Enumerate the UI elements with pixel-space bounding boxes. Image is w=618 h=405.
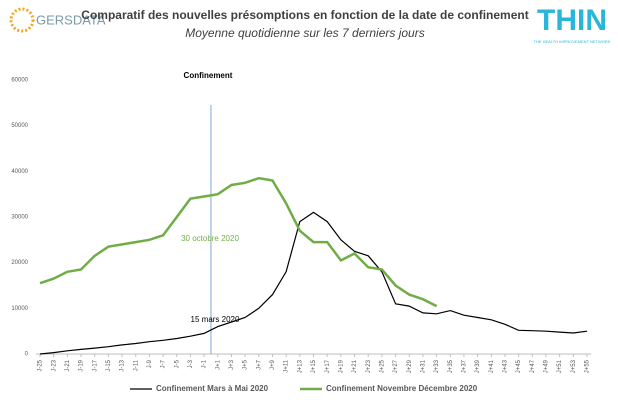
x-tick-label: J+15 xyxy=(311,359,317,373)
x-tick-label: J+21 xyxy=(352,359,358,373)
x-tick-label: J+49 xyxy=(544,359,550,373)
x-tick-label: J+55 xyxy=(585,359,591,373)
x-tick-label: J-9 xyxy=(147,359,153,368)
y-tick-label: 30000 xyxy=(11,215,28,221)
x-tick-label: J+37 xyxy=(462,359,468,373)
y-tick-label: 60000 xyxy=(11,78,28,84)
x-tick-label: J+41 xyxy=(489,359,495,373)
annotation: 15 mars 2020 xyxy=(191,315,240,324)
series-line xyxy=(39,176,438,308)
x-tick-label: J+9 xyxy=(270,359,276,370)
x-tick-label: J+33 xyxy=(434,359,440,373)
y-tick-label: 40000 xyxy=(11,169,28,175)
y-tick-label: 20000 xyxy=(11,260,28,266)
x-tick-label: J+29 xyxy=(407,359,413,373)
x-tick-label: J+47 xyxy=(530,359,536,373)
x-tick-label: J+39 xyxy=(475,359,481,373)
y-tick-label: 50000 xyxy=(11,123,28,129)
x-tick-label: J-17 xyxy=(92,359,98,371)
x-tick-label: J-15 xyxy=(106,359,112,371)
x-tick-label: J+3 xyxy=(229,359,235,370)
x-tick-label: J+5 xyxy=(243,359,249,370)
x-tick-label: J+11 xyxy=(284,359,290,372)
series-line xyxy=(39,211,588,355)
x-tick-label: J+45 xyxy=(516,359,522,373)
x-tick-label: J+35 xyxy=(448,359,454,373)
x-tick-label: J+7 xyxy=(256,359,262,370)
x-tick-label: J+27 xyxy=(393,359,399,373)
x-tick-label: J+31 xyxy=(420,359,426,373)
x-tick-label: J+23 xyxy=(366,359,372,373)
x-tick-label: J-13 xyxy=(120,359,126,371)
chart-title: Comparatif des nouvelles présomptions en… xyxy=(81,8,528,22)
logo-left: GERSDATA xyxy=(36,12,106,27)
chart-subtitle: Moyenne quotidienne sur les 7 derniers j… xyxy=(185,26,424,40)
logo-icon xyxy=(9,7,35,33)
x-tick-label: J-3 xyxy=(188,359,194,368)
x-tick-label: J-21 xyxy=(65,359,71,371)
annotation: Confinement xyxy=(184,71,233,80)
x-tick-label: J-23 xyxy=(51,359,57,371)
x-tick-label: J+17 xyxy=(325,359,331,373)
logo-right-subtitle: THE HEALTH IMPROVEMENT NETWORK xyxy=(534,39,611,44)
y-tick-label: 0 xyxy=(25,352,29,358)
x-tick-label: J+51 xyxy=(557,359,563,373)
x-tick-label: J-25 xyxy=(38,359,44,371)
logo-right: THIN xyxy=(537,4,607,37)
legend-label: Confinement Novembre Décembre 2020 xyxy=(326,384,478,393)
y-tick-label: 10000 xyxy=(11,306,28,312)
x-tick-label: J-19 xyxy=(79,359,85,371)
x-tick-label: J+19 xyxy=(338,359,344,373)
x-tick-label: J+1 xyxy=(215,359,221,370)
x-tick-label: J+25 xyxy=(379,359,385,373)
x-tick-label: J+53 xyxy=(571,359,577,373)
x-tick-label: J-1 xyxy=(202,359,208,368)
x-tick-label: J+43 xyxy=(503,359,509,373)
x-tick-label: J-11 xyxy=(133,359,139,371)
legend-label: Confinement Mars à Mai 2020 xyxy=(156,384,269,393)
annotation: 30 octobre 2020 xyxy=(181,234,239,243)
x-tick-label: J-7 xyxy=(161,359,167,368)
x-tick-label: J+13 xyxy=(297,359,303,373)
x-tick-label: J-5 xyxy=(174,359,180,368)
